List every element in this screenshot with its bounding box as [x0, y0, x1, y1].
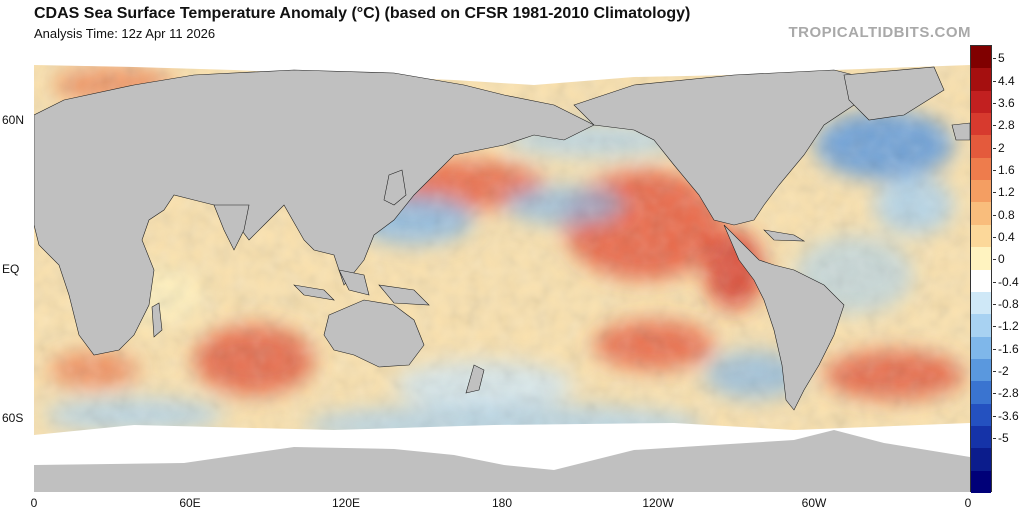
- colorbar-label: 2: [998, 140, 1005, 155]
- colorbar-label: 1.2: [998, 185, 1015, 200]
- colorbar-tick: [993, 348, 996, 350]
- colorbar-tick: [993, 371, 996, 373]
- colorbar-segment: [971, 381, 991, 405]
- colorbar-segment: [971, 247, 991, 270]
- colorbar-segment: [971, 90, 991, 114]
- colorbar-segment: [971, 46, 991, 69]
- colorbar-segment: [971, 269, 991, 293]
- colorbar-label: -3.6: [998, 408, 1019, 423]
- colorbar-tick: [993, 259, 996, 261]
- colorbar-segment: [971, 314, 991, 338]
- colorbar-label: -1.6: [998, 341, 1019, 356]
- page-title: CDAS Sea Surface Temperature Anomaly (°C…: [34, 5, 691, 22]
- colorbar-segment: [971, 448, 991, 472]
- colorbar-label: 5: [998, 51, 1005, 66]
- colorbar-label: -1.2: [998, 319, 1019, 334]
- lon-label-120w: 120W: [642, 496, 674, 510]
- arctic-ice: [34, 45, 970, 85]
- land-masses: [34, 66, 970, 411]
- colorbar-segment: [971, 113, 991, 136]
- colorbar-label: -0.8: [998, 297, 1019, 312]
- colorbar-tick: [993, 438, 996, 440]
- colorbar-label: 0.8: [998, 207, 1015, 222]
- colorbar-segment: [971, 180, 991, 203]
- colorbar-tick: [993, 192, 996, 194]
- colorbar-segment: [971, 470, 991, 494]
- colorbar-label: 1.6: [998, 162, 1015, 177]
- colorbar-tick: [993, 125, 996, 127]
- colorbar-tick: [993, 214, 996, 216]
- colorbar-label: 2.8: [998, 118, 1015, 133]
- colorbar-segment: [971, 291, 991, 315]
- source-watermark: TROPICALTIDBITS.COM: [788, 24, 971, 41]
- colorbar-tick: [993, 236, 996, 238]
- colorbar-tick: [993, 393, 996, 395]
- colorbar-segment: [971, 403, 991, 427]
- colorbar-segment: [971, 336, 991, 360]
- lon-label-0-end: 0: [964, 496, 972, 510]
- colorbar-segment: [971, 68, 991, 92]
- colorbar-tick: [993, 147, 996, 149]
- lon-label-60w: 60W: [801, 496, 827, 510]
- colorbar-label: 0.4: [998, 229, 1015, 244]
- colorbar-tick: [993, 80, 996, 82]
- colorbar-label: 4.4: [998, 73, 1015, 88]
- lon-label-60e: 60E: [179, 496, 201, 510]
- lat-label-eq: EQ: [2, 262, 20, 276]
- lon-label-180: 180: [491, 496, 513, 510]
- colorbar-label: 0: [998, 252, 1005, 267]
- colorbar-tick: [993, 58, 996, 60]
- colorbar-segment: [971, 358, 991, 382]
- sst-anomaly-map: [34, 45, 970, 492]
- colorbar-segment: [971, 157, 991, 181]
- colorbar-tick: [993, 415, 996, 417]
- colorbar-label: -2.8: [998, 386, 1019, 401]
- colorbar-label: -2: [998, 364, 1009, 379]
- colorbar-label: 3.6: [998, 95, 1015, 110]
- colorbar-segment: [971, 224, 991, 248]
- colorbar-segment: [971, 425, 991, 449]
- colorbar-tick: [993, 169, 996, 171]
- lon-label-0: 0: [30, 496, 38, 510]
- colorbar-tick: [993, 326, 996, 328]
- colorbar-label: -0.4: [998, 274, 1019, 289]
- colorbar-segment: [971, 202, 991, 226]
- colorbar-tick: [993, 281, 996, 283]
- analysis-time: Analysis Time: 12z Apr 11 2026: [34, 26, 216, 41]
- lat-label-60n: 60N: [2, 113, 25, 127]
- antarctica-land: [34, 430, 970, 492]
- colorbar-label: -5: [998, 431, 1009, 446]
- lat-label-60s: 60S: [2, 411, 24, 425]
- colorbar: [970, 45, 992, 494]
- colorbar-tick: [993, 304, 996, 306]
- colorbar-segment: [971, 135, 991, 159]
- colorbar-tick: [993, 102, 996, 104]
- lon-label-120e: 120E: [331, 496, 361, 510]
